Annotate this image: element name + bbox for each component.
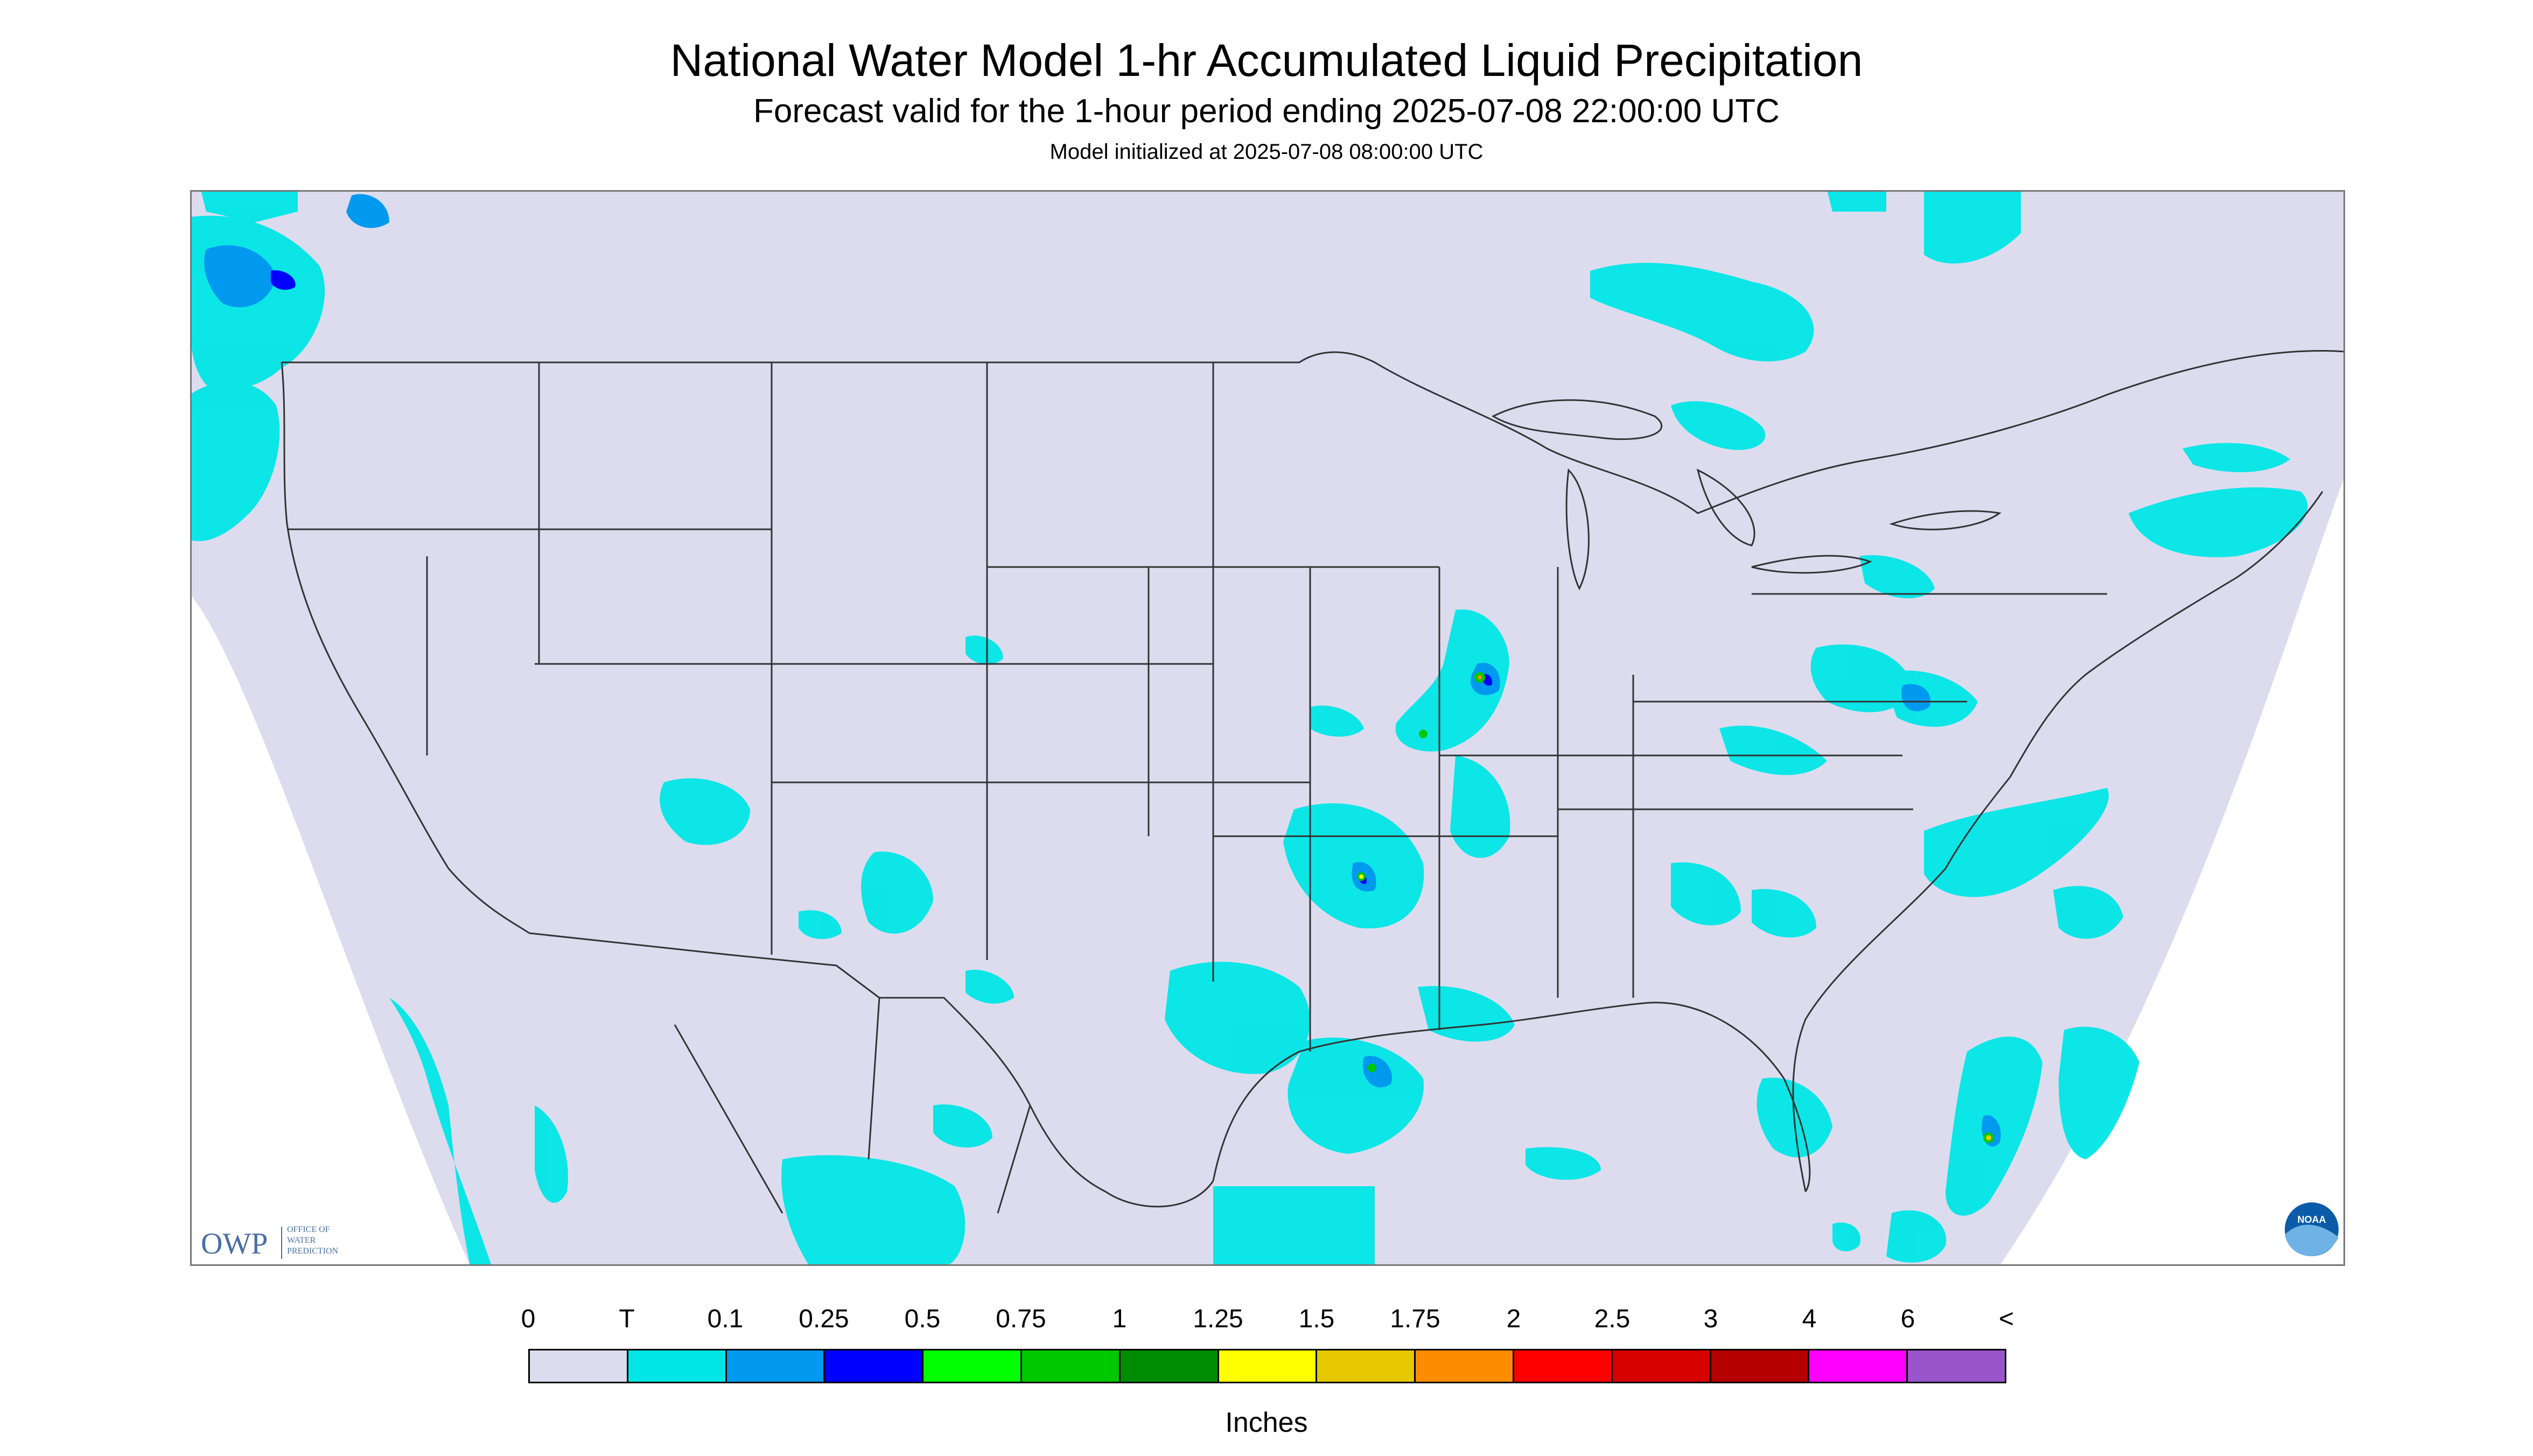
legend-label: 4 bbox=[1802, 1305, 1817, 1333]
svg-text:OWP: OWP bbox=[201, 1227, 268, 1261]
precip-heavy-cores bbox=[1357, 672, 1994, 1143]
legend-swatch bbox=[1514, 1350, 1613, 1382]
legend-swatch bbox=[1219, 1350, 1318, 1382]
legend-labels: 0 T 0.1 0.25 0.5 0.75 1 1.25 1.5 1.75 2 … bbox=[0, 1304, 2533, 1336]
legend-swatch bbox=[1021, 1350, 1121, 1382]
legend-label: 0 bbox=[521, 1305, 536, 1333]
legend-swatch bbox=[1711, 1350, 1810, 1382]
legend-colorbar bbox=[528, 1349, 2006, 1383]
forecast-valid-time: Forecast valid for the 1-hour period end… bbox=[753, 93, 1780, 130]
legend-swatch bbox=[628, 1350, 727, 1382]
legend-swatch bbox=[1612, 1350, 1711, 1382]
legend-label: 1.75 bbox=[1390, 1305, 1440, 1333]
legend-label: 2.5 bbox=[1594, 1305, 1631, 1333]
legend-label: 2 bbox=[1506, 1305, 1521, 1333]
precipitation-map: OWP OFFICE OF WATER PREDICTION NOAA bbox=[190, 190, 2345, 1266]
owp-logo: OWP OFFICE OF WATER PREDICTION bbox=[201, 1225, 339, 1261]
great-lakes bbox=[1491, 399, 2002, 591]
model-init-time: Model initialized at 2025-07-08 08:00:00… bbox=[1049, 140, 1484, 164]
svg-text:OFFICE OF: OFFICE OF bbox=[287, 1225, 330, 1234]
svg-text:PREDICTION: PREDICTION bbox=[287, 1247, 339, 1256]
svg-text:WATER: WATER bbox=[287, 1236, 316, 1245]
legend-swatch bbox=[1908, 1350, 2005, 1382]
legend-label: 1.25 bbox=[1193, 1305, 1243, 1333]
legend-swatch bbox=[1416, 1350, 1514, 1382]
boundaries bbox=[281, 349, 2345, 1214]
legend-label: T bbox=[619, 1305, 635, 1333]
legend-swatch bbox=[825, 1350, 924, 1382]
map-domain bbox=[190, 190, 2345, 1266]
legend-units: Inches bbox=[1225, 1407, 1308, 1438]
legend-label: 1.5 bbox=[1298, 1305, 1335, 1333]
legend-label: < bbox=[1998, 1305, 2014, 1333]
noaa-logo: NOAA bbox=[2285, 1202, 2339, 1256]
legend-label: 6 bbox=[1900, 1305, 1915, 1333]
legend-swatch bbox=[726, 1350, 825, 1382]
legend-label: 0.1 bbox=[707, 1305, 744, 1333]
legend-label: 0.5 bbox=[904, 1305, 941, 1333]
legend-swatch bbox=[923, 1350, 1022, 1382]
legend-swatch bbox=[530, 1350, 628, 1382]
legend-label: 3 bbox=[1703, 1305, 1718, 1333]
legend-label: 1 bbox=[1112, 1305, 1127, 1333]
legend-swatch bbox=[1317, 1350, 1416, 1382]
svg-text:NOAA: NOAA bbox=[2298, 1214, 2326, 1225]
map-title: National Water Model 1-hr Accumulated Li… bbox=[670, 35, 1863, 86]
legend-label: 0.25 bbox=[799, 1305, 849, 1333]
legend-swatch bbox=[1120, 1350, 1219, 1382]
legend-label: 0.75 bbox=[996, 1305, 1046, 1333]
legend-swatch bbox=[1809, 1350, 1908, 1382]
